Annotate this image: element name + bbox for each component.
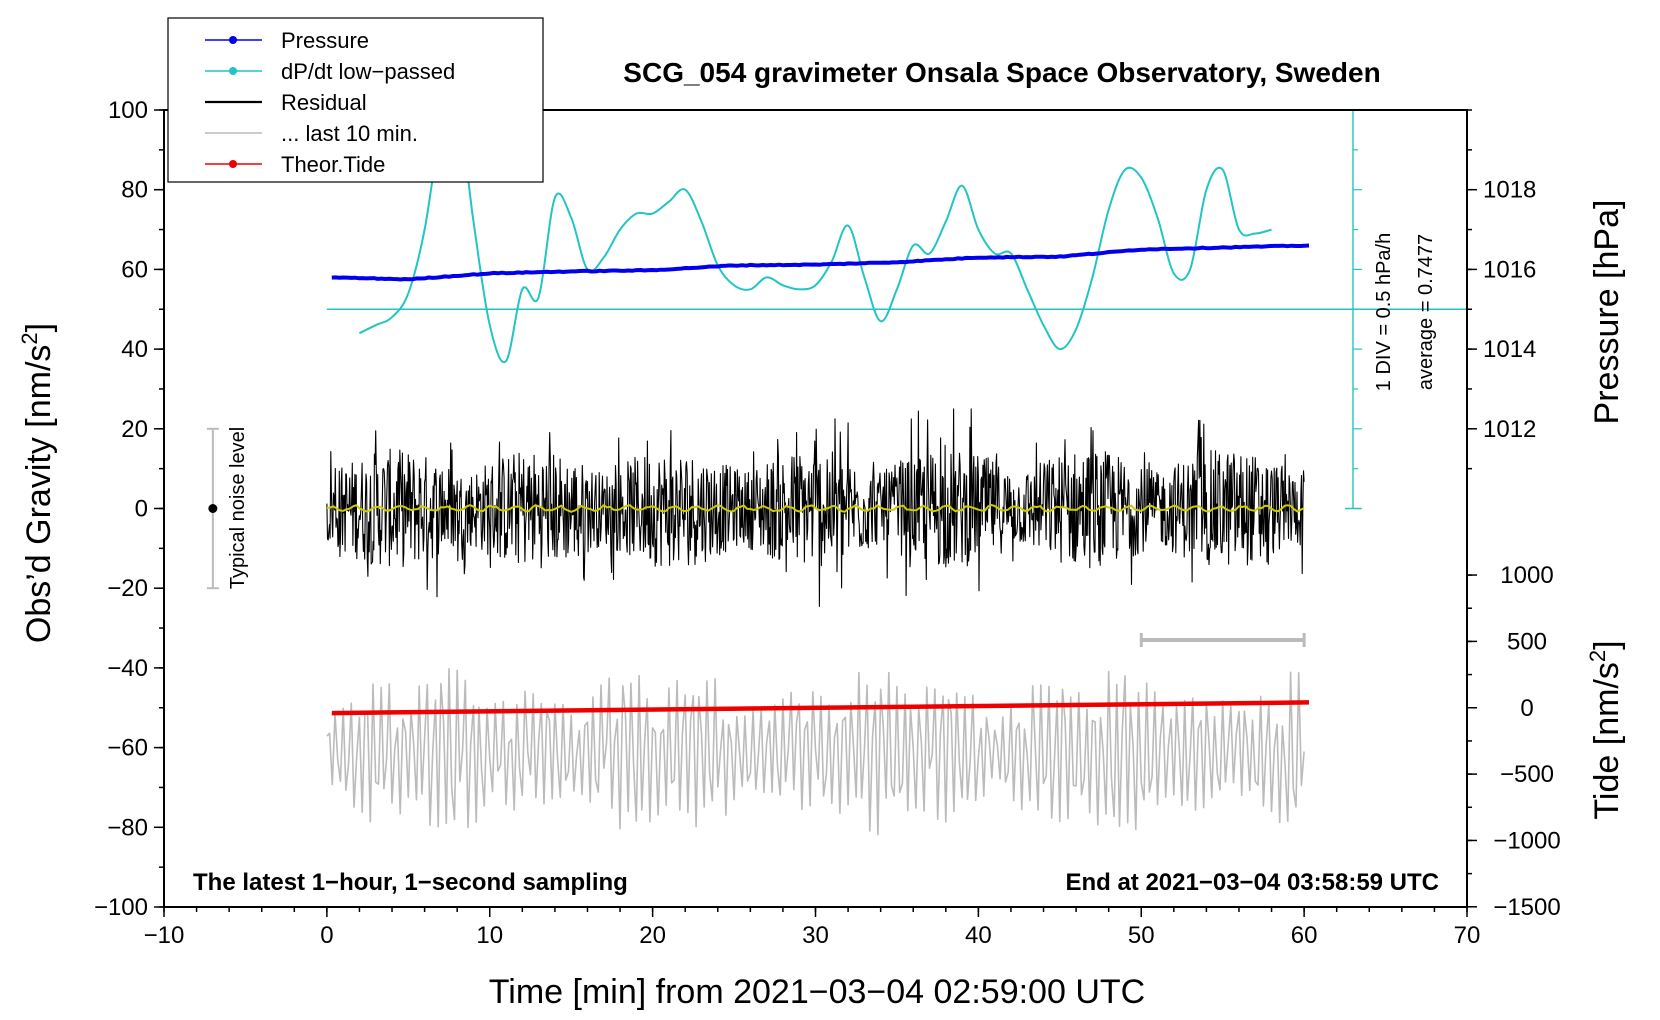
legend-label: Pressure — [281, 28, 369, 53]
pressure-tick-label: 1016 — [1483, 256, 1536, 283]
tide-tick-label: −1000 — [1493, 827, 1560, 854]
y-tick-label: 0 — [135, 496, 148, 523]
legend-label: Residual — [281, 90, 367, 115]
legend-label: dP/dt low−passed — [281, 59, 455, 84]
pressure-tick-label: 1018 — [1483, 177, 1536, 204]
smoothed-residual-series — [326, 504, 1305, 513]
y-tick-label: 20 — [121, 416, 148, 443]
y-tick-label: −80 — [107, 814, 148, 841]
y-tick-label: −40 — [107, 655, 148, 682]
pressure-series — [331, 243, 1310, 282]
legend-box — [167, 17, 544, 183]
tide-tick-label: −1500 — [1493, 894, 1560, 921]
tide-axis-label: Tide [nm/s2] — [1585, 640, 1626, 819]
y-tick-label: −20 — [107, 575, 148, 602]
sampling-note: The latest 1−hour, 1−second sampling — [193, 869, 628, 896]
y-tick-label: −60 — [107, 735, 148, 762]
pressure-tick-label: 1014 — [1483, 336, 1536, 363]
y-tick-label: 60 — [121, 256, 148, 283]
legend-marker — [229, 67, 237, 75]
x-tick-label: −10 — [144, 922, 185, 949]
x-tick-label: 40 — [965, 922, 992, 949]
legend-label: ... last 10 min. — [281, 121, 418, 146]
noise-level-dot — [208, 504, 218, 513]
x-tick-label: 60 — [1291, 922, 1318, 949]
y-tick-label: 100 — [108, 97, 148, 124]
x-axis-label: Time [min] from 2021−03−04 02:59:00 UTC — [489, 973, 1145, 1011]
scale-average-label: average = 0.7477 — [1415, 234, 1437, 390]
tide-tick-label: 1000 — [1500, 562, 1553, 589]
pressure-tick-label: 1012 — [1483, 416, 1536, 443]
legend-marker — [229, 160, 237, 168]
x-tick-label: 0 — [320, 922, 333, 949]
x-tick-label: 20 — [639, 922, 666, 949]
legend-marker — [229, 36, 237, 44]
scale-div-label: 1 DIV = 0.5 hPa/h — [1373, 233, 1395, 391]
x-tick-label: 50 — [1128, 922, 1155, 949]
tide-tick-label: 500 — [1507, 628, 1547, 655]
x-tick-label: 70 — [1454, 922, 1481, 949]
tide-tick-label: −500 — [1500, 761, 1554, 788]
x-tick-label: 10 — [476, 922, 503, 949]
y-tick-label: 80 — [121, 177, 148, 204]
legend-label: Theor.Tide — [281, 152, 385, 177]
pressure-axis-label: Pressure [hPa] — [1588, 200, 1626, 425]
legend: Pressure dP/dt low−passed Residual ... last… — [167, 17, 544, 183]
x-tick-label: 30 — [802, 922, 829, 949]
last-10-min-series — [326, 667, 1305, 836]
theoretical-tide-series — [331, 700, 1310, 716]
chart-title: SCG_054 gravimeter Onsala Space Observat… — [623, 57, 1380, 88]
tide-tick-label: 0 — [1520, 695, 1533, 722]
y-tick-label: 40 — [121, 336, 148, 363]
y-axis-label: Obs’d Gravity [nm/s2] — [17, 323, 58, 643]
noise-level-label: Typical noise level — [227, 427, 249, 589]
y-tick-label: −100 — [94, 894, 148, 921]
end-time-note: End at 2021−03−04 03:58:59 UTC — [1065, 869, 1439, 896]
dpdt-series — [358, 110, 1272, 364]
